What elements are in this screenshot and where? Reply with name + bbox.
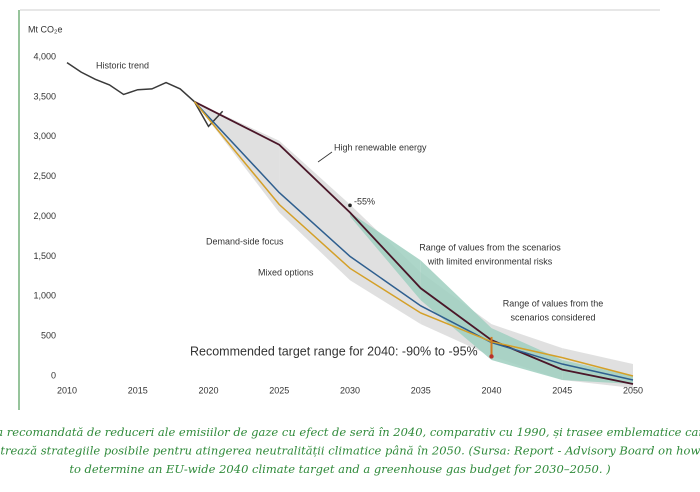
y-tick-label: 3,500 (33, 91, 56, 101)
y-tick-label: 1,000 (33, 291, 56, 301)
caption-line: Gama recomandată de reduceri ale emisiil… (0, 425, 700, 439)
y-axis-label: Mt CO₂e (28, 24, 63, 34)
caption-line: to determine an EU-wide 2040 climate tar… (69, 462, 610, 476)
x-tick-label: 2015 (128, 385, 148, 395)
x-tick-label: 2035 (411, 385, 431, 395)
range-annotation: Range of values from the scenarios (419, 242, 561, 252)
y-tick-label: 500 (41, 331, 56, 341)
x-tick-label: 2040 (481, 385, 501, 395)
x-tick-label: 2010 (57, 385, 77, 395)
x-tick-label: 2045 (552, 385, 572, 395)
range-band (350, 212, 421, 301)
range-annotation: Range of values from the (503, 298, 604, 308)
series-line (193, 101, 634, 377)
x-tick-label: 2050 (623, 385, 643, 395)
x-tick-label: 2020 (198, 385, 218, 395)
lines (66, 61, 634, 385)
range-annotation: with limited environmental risks (427, 256, 553, 266)
milestone-label: -55% (354, 197, 375, 207)
y-tick-label: 2,500 (33, 171, 56, 181)
target-label: Recommended target range for 2040: -90% … (190, 344, 478, 358)
target-low (489, 354, 494, 359)
y-tick-label: 1,500 (33, 251, 56, 261)
series-label: Demand-side focus (206, 236, 284, 246)
y-tick-label: 2,000 (33, 211, 56, 221)
series-label: Historic trend (96, 60, 149, 70)
milestone-dot (348, 203, 352, 208)
y-tick-label: 0 (51, 370, 56, 380)
x-tick-label: 2030 (340, 385, 360, 395)
range-band (279, 140, 350, 281)
leader-line (317, 151, 333, 163)
range-annotation: scenarios considered (510, 312, 595, 322)
series-line (193, 101, 634, 381)
series-label: Mixed options (258, 267, 314, 277)
x-tick-label: 2025 (269, 385, 289, 395)
range-band (194, 101, 280, 213)
y-tick-label: 3,000 (33, 131, 56, 141)
series-line (66, 61, 224, 128)
series-line (193, 100, 634, 385)
y-tick-label: 4,000 (33, 51, 56, 61)
caption-line: ilustrează strategiile posibile pentru a… (0, 444, 700, 458)
series-label: High renewable energy (334, 142, 427, 152)
